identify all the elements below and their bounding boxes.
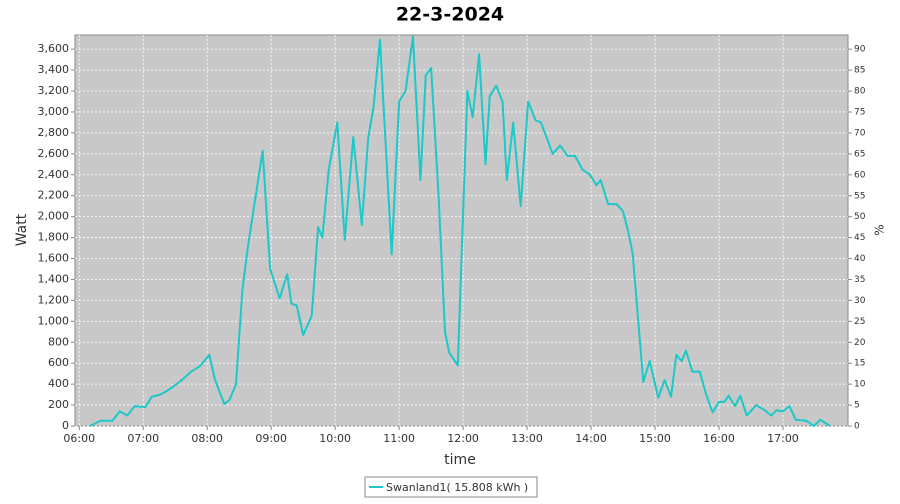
y2-tick-label: 40 — [854, 254, 866, 264]
legend-label: Swanland1( 15.808 kWh ) — [386, 481, 528, 494]
y2-tick-label: 35 — [854, 275, 865, 285]
data-line — [89, 35, 831, 427]
y-tick-label: 2,400 — [38, 168, 70, 181]
y2-tick-label: 50 — [854, 212, 866, 222]
y-tick-label: 1,800 — [38, 231, 70, 244]
y2-tick-label: 65 — [854, 149, 865, 159]
y2-tick-label: 10 — [854, 380, 866, 390]
y2-tick-label: 70 — [854, 128, 866, 138]
y2-axis-label: % — [873, 224, 887, 235]
y-tick-label: 1,600 — [38, 252, 70, 265]
y-tick-label: 400 — [48, 377, 69, 390]
y-tick-label: 2,800 — [38, 126, 70, 139]
y-tick-label: 1,200 — [38, 293, 70, 306]
x-tick-label: 12:00 — [447, 432, 479, 445]
y2-tick-label: 15 — [854, 359, 865, 369]
y-tick-label: 800 — [48, 335, 69, 348]
y-axis-label: Watt — [14, 213, 30, 246]
y-tick-label: 2,000 — [38, 210, 70, 223]
y-tick-label: 3,400 — [38, 63, 70, 76]
y2-tick-label: 5 — [854, 401, 860, 411]
y2-tick-label: 60 — [854, 170, 866, 180]
x-tick-label: 13:00 — [511, 432, 543, 445]
x-tick-label: 17:00 — [767, 432, 799, 445]
x-tick-label: 07:00 — [127, 432, 159, 445]
y-tick-label: 1,400 — [38, 272, 70, 285]
chart-title: 22-3-2024 — [396, 4, 504, 26]
y-tick-label: 1,000 — [38, 314, 70, 327]
y-tick-label: 3,600 — [38, 42, 70, 55]
y2-tick-label: 55 — [854, 191, 865, 201]
y2-tick-label: 30 — [854, 296, 866, 306]
y2-tick-label: 20 — [854, 338, 866, 348]
y2-tick-label: 75 — [854, 108, 865, 118]
x-tick-label: 06:00 — [63, 432, 95, 445]
y-tick-label: 200 — [48, 398, 69, 411]
y2-tick-label: 85 — [854, 66, 865, 76]
y-tick-label: 0 — [62, 419, 69, 432]
y-tick-label: 2,600 — [38, 147, 70, 160]
x-tick-label: 11:00 — [383, 432, 415, 445]
x-axis-label: time — [444, 452, 476, 468]
y-tick-label: 2,200 — [38, 189, 70, 202]
x-tick-label: 14:00 — [575, 432, 607, 445]
y-tick-label: 600 — [48, 356, 69, 369]
y2-tick-label: 0 — [854, 422, 860, 432]
y2-tick-label: 80 — [854, 87, 866, 97]
x-tick-label: 10:00 — [319, 432, 351, 445]
y2-tick-label: 45 — [854, 233, 865, 243]
legend-box — [364, 476, 538, 498]
x-tick-label: 16:00 — [703, 432, 735, 445]
x-tick-label: 08:00 — [191, 432, 223, 445]
y-tick-label: 3,200 — [38, 84, 70, 97]
x-tick-label: 09:00 — [255, 432, 287, 445]
y-tick-label: 3,000 — [38, 105, 70, 118]
y2-tick-label: 25 — [854, 317, 865, 327]
x-tick-label: 15:00 — [639, 432, 671, 445]
y2-tick-label: 90 — [854, 45, 866, 55]
